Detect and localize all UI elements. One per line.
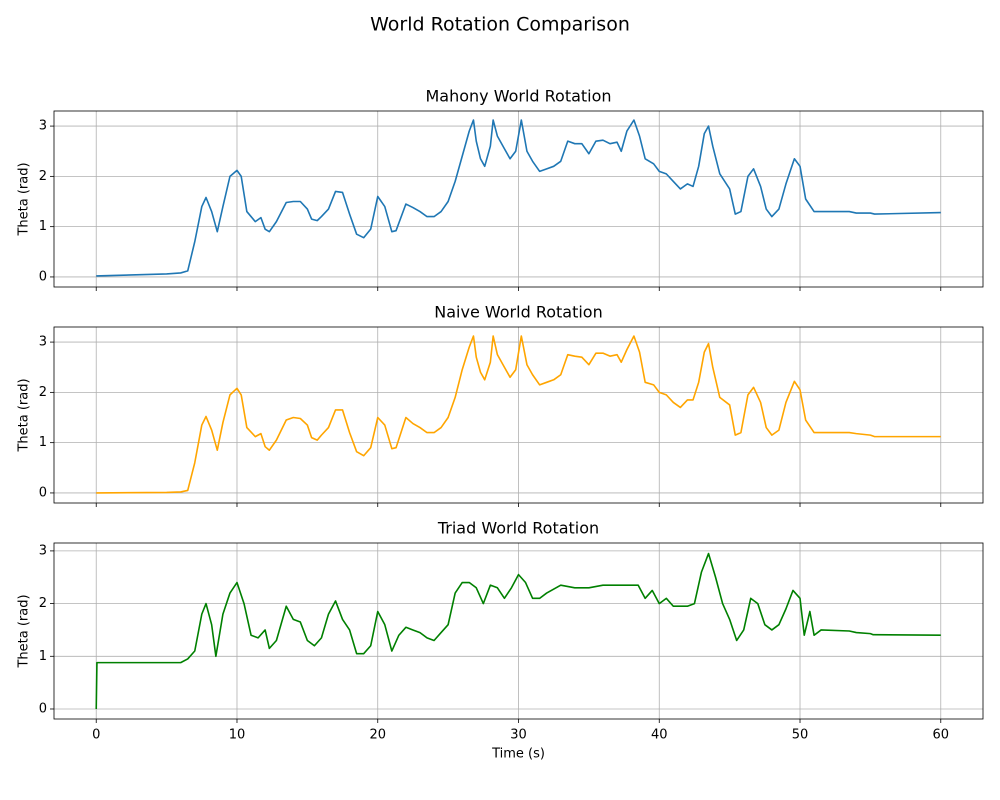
y-tick-label: 3 xyxy=(39,335,47,350)
y-tick-label: 0 xyxy=(39,701,47,716)
y-tick-label: 1 xyxy=(39,649,47,664)
x-tick-label: 50 xyxy=(792,728,809,743)
subplot-title: Naive World Rotation xyxy=(434,303,602,322)
y-axis-label: Theta (rad) xyxy=(17,162,32,236)
y-tick-label: 1 xyxy=(39,435,47,450)
x-tick-label: 20 xyxy=(369,728,386,743)
x-tick-label: 30 xyxy=(510,728,527,743)
data-line xyxy=(96,119,941,277)
subplot-title: Triad World Rotation xyxy=(437,519,599,538)
y-tick-label: 2 xyxy=(39,169,47,184)
y-tick-label: 2 xyxy=(39,596,47,611)
y-tick-label: 3 xyxy=(39,543,47,558)
x-tick-label: 60 xyxy=(932,728,949,743)
y-tick-label: 3 xyxy=(39,119,47,134)
y-tick-label: 0 xyxy=(39,269,47,284)
data-line xyxy=(96,335,941,494)
subplot-title: Mahony World Rotation xyxy=(425,87,611,106)
y-axis-label: Theta (rad) xyxy=(17,378,32,452)
axes-frame xyxy=(53,542,984,720)
x-tick-label: 0 xyxy=(92,728,100,743)
y-tick-label: 2 xyxy=(39,385,47,400)
y-axis-label: Theta (rad) xyxy=(17,594,32,668)
figure-title: World Rotation Comparison xyxy=(370,14,630,36)
axes-frame xyxy=(53,110,984,288)
y-tick-label: 1 xyxy=(39,219,47,234)
x-tick-label: 10 xyxy=(229,728,246,743)
x-tick-label: 40 xyxy=(651,728,668,743)
data-line xyxy=(95,552,941,710)
axes-frame xyxy=(53,326,984,504)
x-axis-label: Time (s) xyxy=(491,747,545,762)
y-tick-label: 0 xyxy=(39,485,47,500)
